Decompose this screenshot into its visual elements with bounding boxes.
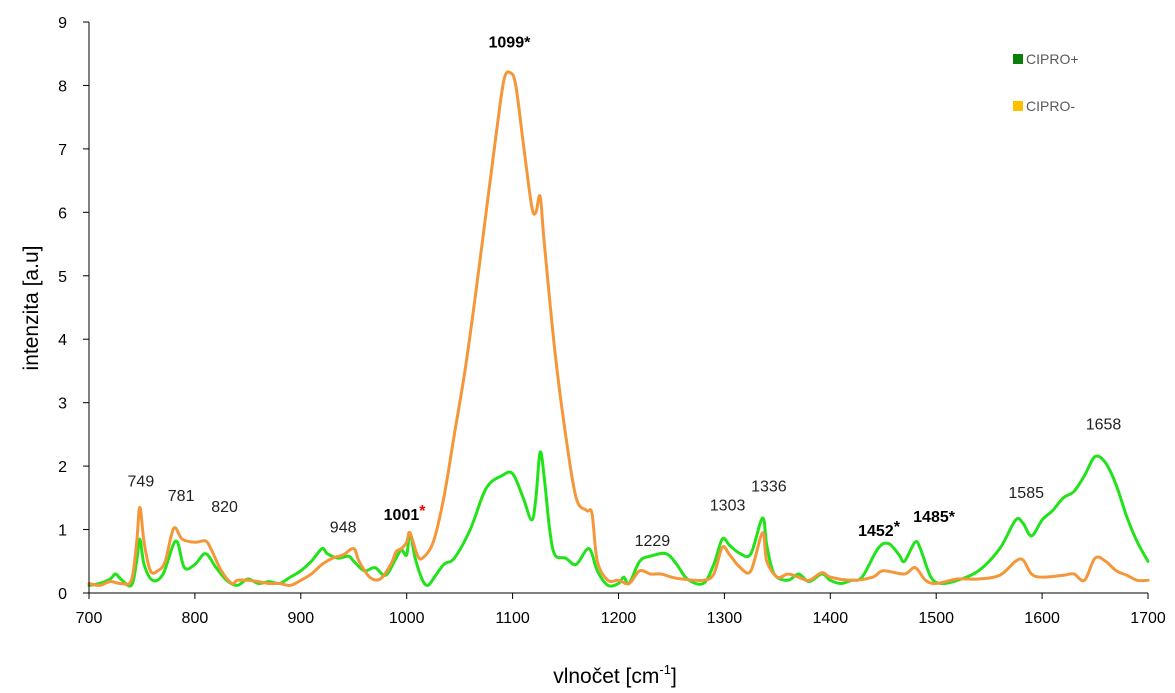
series-line-cipro-minus — [87, 70, 1150, 587]
peak-label-value: 1585 — [1008, 485, 1044, 502]
peak-label-star: * — [419, 503, 426, 520]
peak-label: 1229 — [635, 533, 671, 550]
peak-label-value: 1336 — [751, 478, 787, 495]
y-tick-label: 5 — [58, 269, 67, 286]
peak-label: 1485* — [913, 509, 956, 526]
x-axis-title-main: vlnočet [cm — [553, 665, 659, 688]
x-tick-label: 700 — [76, 610, 103, 627]
peak-label: 1303 — [710, 498, 746, 515]
x-axis-ticks: 700 800 900 1000 1100 1200 1300 1400 1500 1600 170… — [76, 593, 1166, 627]
x-tick-label: 1600 — [1024, 610, 1060, 627]
series-layer — [87, 70, 1150, 588]
legend-swatch-cipro-plus — [1013, 54, 1023, 64]
x-tick-label: 900 — [287, 610, 314, 627]
peak-label-value: 749 — [128, 473, 155, 490]
y-tick-label: 0 — [58, 586, 67, 603]
y-tick-label: 3 — [58, 396, 67, 413]
x-tick-label: 800 — [182, 610, 209, 627]
peak-label-value: 1303 — [710, 498, 746, 515]
x-tick-label: 1100 — [495, 610, 530, 627]
peak-label: 1452* — [858, 519, 901, 540]
x-tick-label: 1700 — [1130, 610, 1166, 627]
peak-annotations: 7497818209481001*1099*1229130313361452*1… — [128, 34, 1122, 550]
peak-label: 781 — [168, 488, 195, 505]
y-tick-label: 8 — [58, 78, 67, 95]
legend: CIPRO+ CIPRO- — [1013, 51, 1079, 114]
peak-label: 1585 — [1008, 485, 1044, 502]
y-axis-ticks: 0 1 2 3 4 5 6 7 8 9 — [58, 15, 89, 603]
y-tick-label: 9 — [58, 15, 67, 32]
y-axis-title: intenzita [a.u] — [20, 246, 43, 371]
peak-label: 1336 — [751, 478, 787, 495]
peak-label: 948 — [330, 520, 357, 537]
peak-label-value: 1099* — [489, 34, 532, 51]
legend-label-cipro-minus: CIPRO- — [1026, 98, 1075, 114]
legend-swatch-cipro-minus — [1013, 101, 1023, 111]
y-tick-label: 1 — [58, 523, 67, 540]
x-axis-title: vlnočet [cm-1] — [553, 662, 677, 688]
peak-label: 820 — [211, 499, 238, 516]
peak-label-value: 1658 — [1086, 416, 1122, 433]
y-tick-label: 6 — [58, 205, 67, 222]
x-tick-label: 1000 — [389, 610, 425, 627]
y-tick-label: 2 — [58, 459, 67, 476]
y-tick-label: 4 — [58, 332, 67, 349]
x-tick-label: 1500 — [918, 610, 954, 627]
peak-label-value: 948 — [330, 520, 357, 537]
x-axis-title-superscript: -1 — [659, 662, 671, 677]
peak-label-value: 1452 — [858, 523, 894, 540]
series-line-cipro-plus — [87, 450, 1150, 588]
peak-label-value: 1229 — [635, 533, 671, 550]
x-tick-label: 1400 — [813, 610, 849, 627]
y-tick-label: 7 — [58, 142, 67, 159]
peak-label-value: 1001 — [384, 507, 420, 524]
peak-label-value: 820 — [211, 499, 238, 516]
peak-label: 1001* — [384, 503, 427, 524]
x-tick-label: 1300 — [707, 610, 743, 627]
peak-label: 1099* — [489, 34, 532, 51]
x-tick-label: 1200 — [601, 610, 637, 627]
peak-label: 749 — [128, 473, 155, 490]
x-axis-title-end: ] — [671, 665, 677, 688]
peak-label-value: 781 — [168, 488, 195, 505]
peak-label-value: 1485* — [913, 509, 956, 526]
peak-label-star: * — [894, 519, 901, 536]
peak-label: 1658 — [1086, 416, 1122, 433]
legend-label-cipro-plus: CIPRO+ — [1026, 51, 1079, 67]
